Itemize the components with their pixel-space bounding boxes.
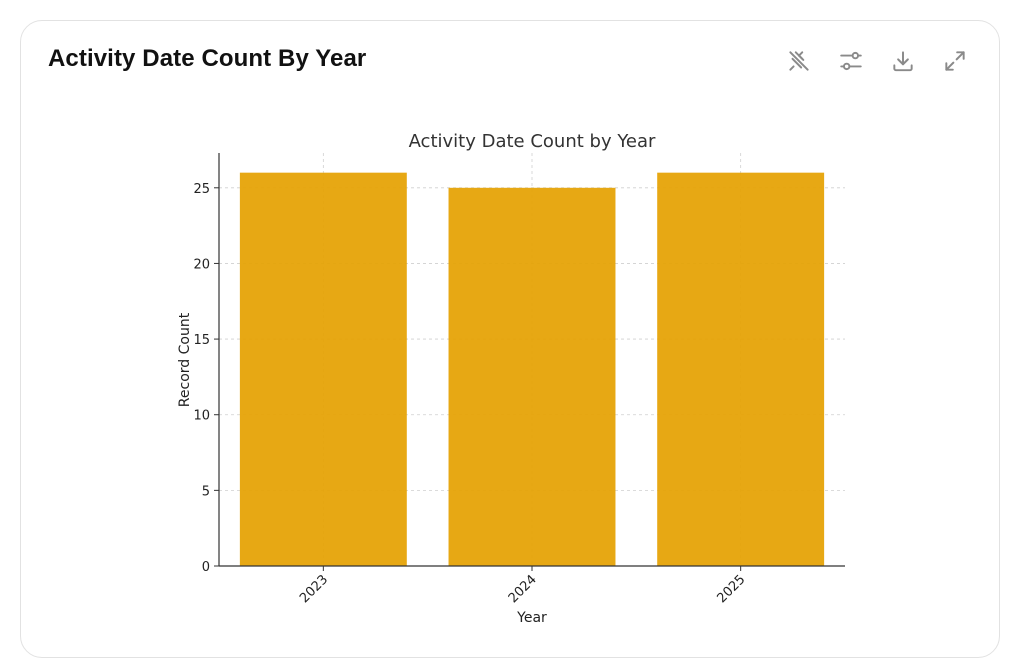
card-toolbar [781,45,973,77]
chart-title: Activity Date Count by Year [409,131,656,152]
bar-2023 [239,172,407,566]
y-tick-label: 15 [193,333,210,348]
card-title: Activity Date Count By Year [48,45,367,72]
x-tick-label: 2023 [297,572,331,606]
chart-area: 0 5 10 15 20 25 2023 2024 2025 Activity Date Cou… [21,21,1001,659]
y-tick-label: 0 [202,560,210,575]
bar-2025 [657,172,825,566]
x-axis-label: Year [516,610,547,626]
sliders-icon [840,51,862,71]
y-tick-label: 25 [193,182,210,197]
y-tick-label: 20 [193,257,210,272]
bar-2024 [448,187,616,567]
filter-button[interactable] [833,45,869,77]
unpin-button[interactable] [781,45,817,77]
x-tick-label: 2025 [714,572,748,606]
y-axis-label: Record Count [177,312,193,407]
x-tick-label: 2024 [506,572,540,606]
expand-icon [945,51,965,71]
y-tick-label: 5 [202,484,210,499]
bar-layer [239,172,825,567]
pin-off-icon [789,51,809,71]
download-button[interactable] [885,45,921,77]
expand-button[interactable] [937,45,973,77]
y-tick-label: 10 [193,409,210,424]
download-icon [893,51,913,72]
chart-card: Activity Date Count By Year [20,20,1000,658]
